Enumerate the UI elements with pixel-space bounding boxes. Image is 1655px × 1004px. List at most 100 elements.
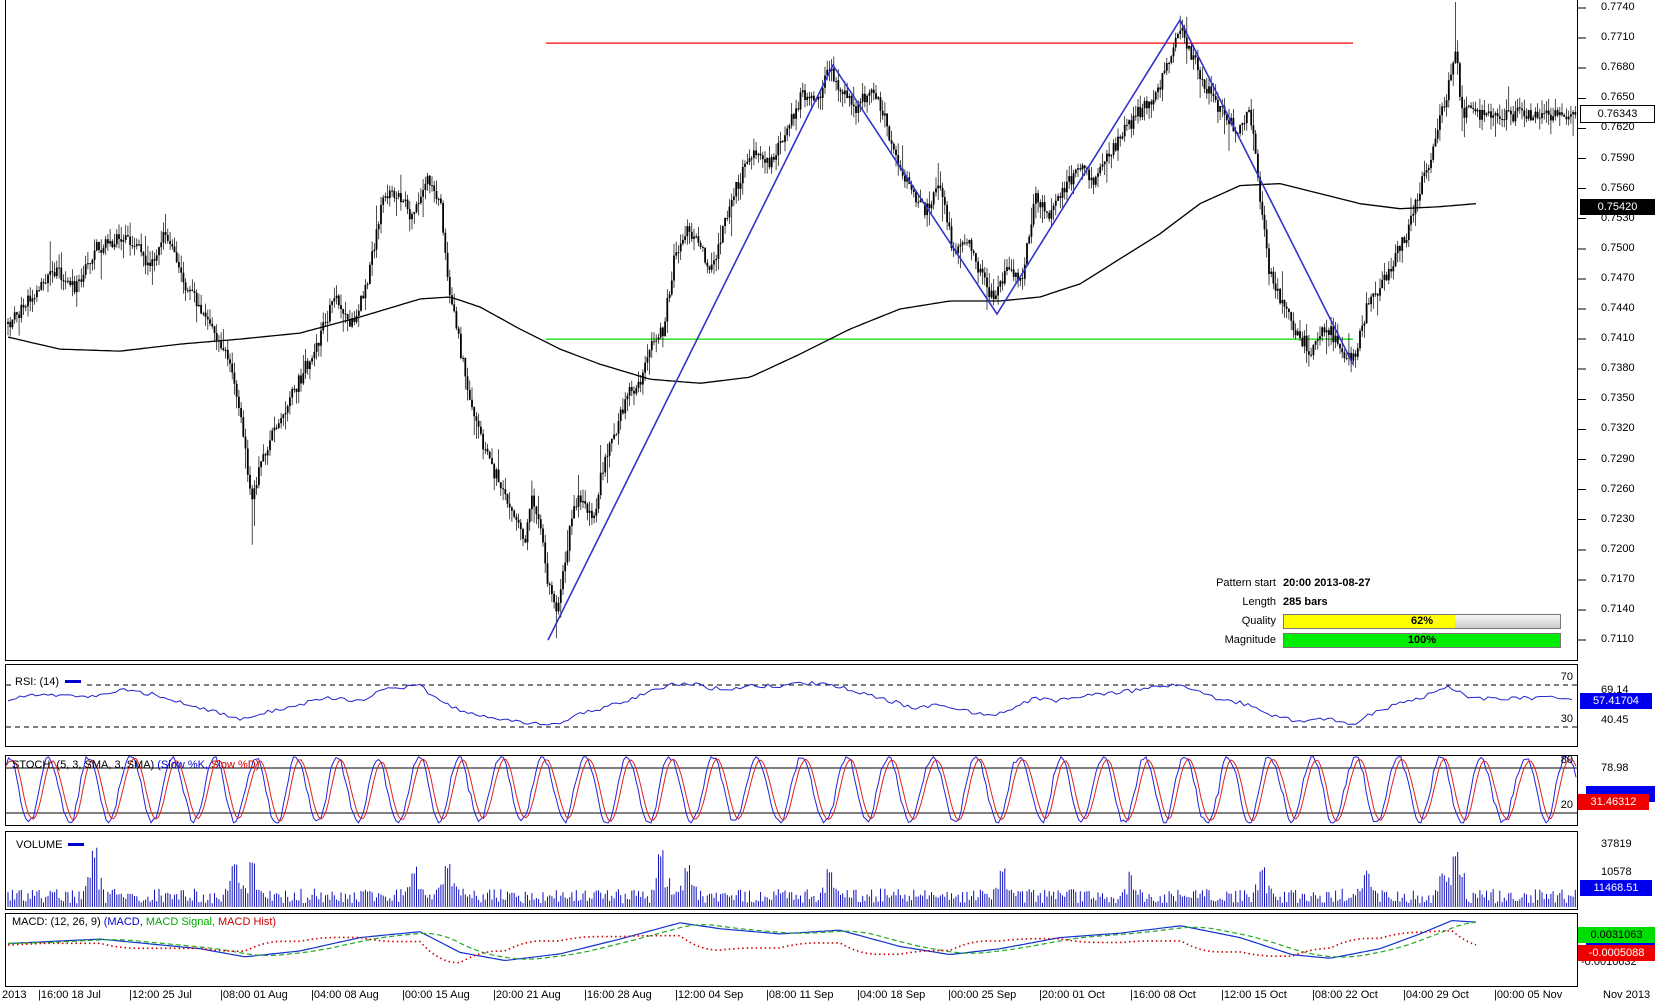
price-axis-label: 0.7290 — [1601, 452, 1635, 465]
pattern-quality-label: Quality — [1241, 615, 1276, 627]
volume-axis-mid-label: 10578 — [1601, 866, 1632, 878]
stoch-legend-k: (Slow %K, — [157, 759, 209, 771]
price-axis-label: 0.7470 — [1601, 271, 1635, 284]
price-axis-label: 0.7260 — [1601, 482, 1635, 495]
macd-signal-line — [7, 921, 1477, 960]
price-axis-label: 0.7170 — [1601, 572, 1635, 585]
macd-legend-signal: MACD Signal, — [145, 916, 215, 928]
pattern-magnitude-row: Magnitude 100% — [1150, 632, 1574, 648]
candle-bodies — [7, 28, 1577, 612]
pattern-start-row: Pattern start 20:00 2013-08-27 — [1150, 576, 1574, 590]
rsi-axis-low-label: 40.45 — [1601, 714, 1629, 726]
x-axis-label: |16:00 08 Oct — [1130, 989, 1196, 1001]
x-axis-label: |12:00 25 Jul — [129, 989, 192, 1001]
price-axis-label: 0.7740 — [1601, 1, 1635, 13]
stoch-legend-d: Slow %D) — [211, 759, 260, 771]
price-axis-label: 0.7710 — [1601, 31, 1635, 44]
pattern-start-label: Pattern start — [1216, 577, 1276, 589]
pattern-start-value: 20:00 2013-08-27 — [1283, 577, 1371, 589]
rsi-line — [7, 680, 1573, 726]
x-axis-label: |20:00 01 Oct — [1039, 989, 1105, 1001]
price-axis-label: 0.7650 — [1601, 91, 1635, 104]
stoch-title-text: STOCH: (5, 3, SMA, 3, SMA) — [12, 759, 155, 771]
quality-percent-text: 62% — [1410, 614, 1434, 627]
x-axis-label: |00:00 15 Aug — [402, 989, 470, 1001]
quality-progress-fill — [1284, 614, 1456, 628]
volume-title-text: VOLUME — [16, 839, 63, 851]
stoch-axis-high-label: 78.98 — [1601, 762, 1629, 774]
price-axis-label: 0.7440 — [1601, 302, 1635, 314]
price-axis-label: 0.7620 — [1601, 121, 1635, 134]
x-axis-label: |04:00 08 Aug — [311, 989, 379, 1001]
rsi-value-badge: 57.41704 — [1580, 693, 1652, 709]
macd-title-text: MACD: (12, 26, 9) — [12, 916, 101, 928]
price-axis-label: 0.7680 — [1601, 61, 1635, 74]
volume-value-badge: 11468.51 — [1580, 880, 1652, 896]
price-axis-label: 0.7410 — [1601, 332, 1635, 345]
pattern-info-box: Pattern start 20:00 2013-08-27 Length 28… — [1150, 576, 1574, 652]
price-axis-label: 0.7590 — [1601, 151, 1635, 164]
price-axis-label: 0.7140 — [1601, 603, 1635, 615]
rsi-panel-border — [5, 664, 1578, 747]
price-axis-label: 0.7110 — [1601, 633, 1634, 646]
quality-progress-bar: 62% — [1283, 613, 1561, 629]
x-axis-right-label: Nov 2013 — [1603, 989, 1651, 1001]
volume-axis-high-label: 37819 — [1601, 838, 1632, 850]
x-axis-label: |00:00 25 Sep — [948, 989, 1017, 1001]
moving-average-line — [7, 182, 1477, 384]
stoch-upper-level-label: 80 — [1560, 754, 1573, 766]
pattern-quality-row: Quality 62% — [1150, 613, 1574, 629]
x-axis-label: |08:00 22 Oct — [1312, 989, 1378, 1001]
bid-price-badge: 0.75420 — [1580, 199, 1655, 215]
main-panel-border — [5, 0, 1578, 661]
volume-bars — [7, 847, 1576, 907]
x-axis-year-label: 2013 — [2, 989, 27, 1001]
volume-title: VOLUME — [16, 839, 85, 851]
macd-line — [7, 919, 1477, 962]
rsi-lower-level-label: 30 — [1560, 713, 1573, 725]
macd-legend-hist: MACD Hist) — [218, 916, 277, 928]
x-axis-label: |12:00 04 Sep — [675, 989, 744, 1001]
macd-legend-macd: (MACD, — [103, 916, 143, 928]
rsi-upper-level-label: 70 — [1560, 671, 1573, 683]
volume-panel-border — [5, 831, 1578, 910]
macd-title: MACD: (12, 26, 9) (MACD, MACD Signal, MA… — [12, 916, 276, 928]
magnitude-progress-bar: 100% — [1283, 632, 1561, 648]
x-axis-label: |08:00 11 Sep — [766, 989, 834, 1001]
stoch-panel-border — [5, 755, 1578, 826]
zigzag-pattern-line — [547, 18, 1354, 641]
magnitude-progress-fill — [1284, 633, 1560, 647]
ask-price-badge: 0.76343 — [1580, 105, 1655, 123]
price-axis-label: 0.7230 — [1601, 512, 1635, 525]
price-axis-label: 0.7320 — [1601, 422, 1635, 435]
price-axis-label: 0.7560 — [1601, 181, 1635, 194]
price-axis-label: 0.7500 — [1601, 241, 1635, 254]
x-axis-label: |16:00 28 Aug — [584, 989, 652, 1001]
price-axis-label: 0.7200 — [1601, 542, 1635, 555]
x-axis-label: |20:00 21 Aug — [493, 989, 561, 1001]
price-axis-label: 0.7350 — [1601, 392, 1635, 405]
rsi-title: RSI: (14) — [12, 676, 85, 688]
price-axis-label: 0.7380 — [1601, 362, 1635, 375]
x-axis-label: |16:00 18 Jul — [38, 989, 101, 1001]
stoch-d-badge: 31.46312 — [1578, 794, 1649, 810]
magnitude-percent-text: 100% — [1407, 633, 1437, 646]
pattern-magnitude-label: Magnitude — [1224, 634, 1276, 646]
volume-legend-line-icon — [68, 843, 85, 846]
macd-hist-badge: -0.0005088 — [1578, 945, 1655, 961]
rsi-legend-line-icon — [65, 680, 82, 683]
macd-panel-border — [5, 913, 1578, 987]
pattern-length-label: Length — [1242, 596, 1276, 608]
stoch-d-line — [5, 757, 1577, 822]
macd-hist-line — [7, 929, 1477, 964]
stoch-lower-level-label: 20 — [1560, 799, 1573, 811]
x-axis-label: |00:00 05 Nov — [1494, 989, 1563, 1001]
x-axis-label: |12:00 15 Oct — [1221, 989, 1287, 1001]
x-axis-label: |04:00 18 Sep — [857, 989, 926, 1001]
pattern-length-row: Length 285 bars — [1150, 595, 1574, 609]
rsi-title-text: RSI: (14) — [15, 676, 60, 688]
pattern-length-value: 285 bars — [1283, 596, 1328, 608]
x-axis-label: |08:00 01 Aug — [220, 989, 288, 1001]
